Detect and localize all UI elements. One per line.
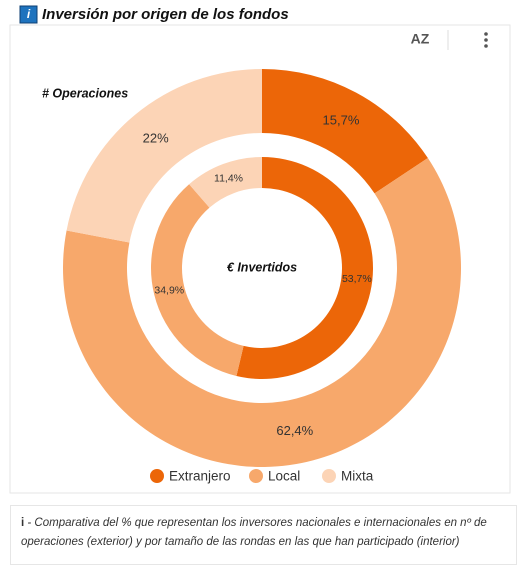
data-label: 53,7% bbox=[342, 273, 372, 285]
data-label: 15,7% bbox=[323, 112, 360, 127]
donut-segment bbox=[189, 157, 262, 208]
donut-segment bbox=[150, 184, 244, 377]
donut-segment bbox=[62, 158, 461, 467]
chart: i Inversión por origen de los fondos AZ … bbox=[9, 5, 511, 494]
footnote-text: - Comparativa del % que representan los … bbox=[21, 517, 487, 548]
data-label: 62,4% bbox=[276, 423, 313, 438]
data-label: 11,4% bbox=[214, 172, 243, 184]
info-icon bbox=[19, 5, 38, 24]
legend-label: Local bbox=[268, 469, 300, 484]
data-label: 34,9% bbox=[154, 285, 184, 297]
donut-segment bbox=[236, 157, 373, 379]
ring-label: € Invertidos bbox=[227, 260, 297, 274]
info-icon-glyph: i bbox=[27, 7, 31, 21]
legend-label: Extranjero bbox=[169, 469, 231, 484]
donut-segment bbox=[66, 68, 263, 243]
chart-title: Inversión por origen de los fondos bbox=[42, 6, 289, 23]
donut-segment bbox=[262, 69, 428, 194]
legend-swatch bbox=[150, 469, 164, 483]
legend-swatch bbox=[249, 469, 263, 483]
legend-label: Mixta bbox=[341, 469, 374, 484]
data-label: 22% bbox=[143, 131, 169, 146]
menu-button[interactable] bbox=[484, 32, 488, 48]
sort-button[interactable]: AZ bbox=[411, 31, 430, 47]
ring-label: # Operaciones bbox=[42, 86, 128, 100]
legend-swatch bbox=[322, 469, 336, 483]
footnote-marker: i bbox=[21, 517, 25, 529]
footnote: i - Comparativa del % que representan lo… bbox=[10, 505, 517, 565]
